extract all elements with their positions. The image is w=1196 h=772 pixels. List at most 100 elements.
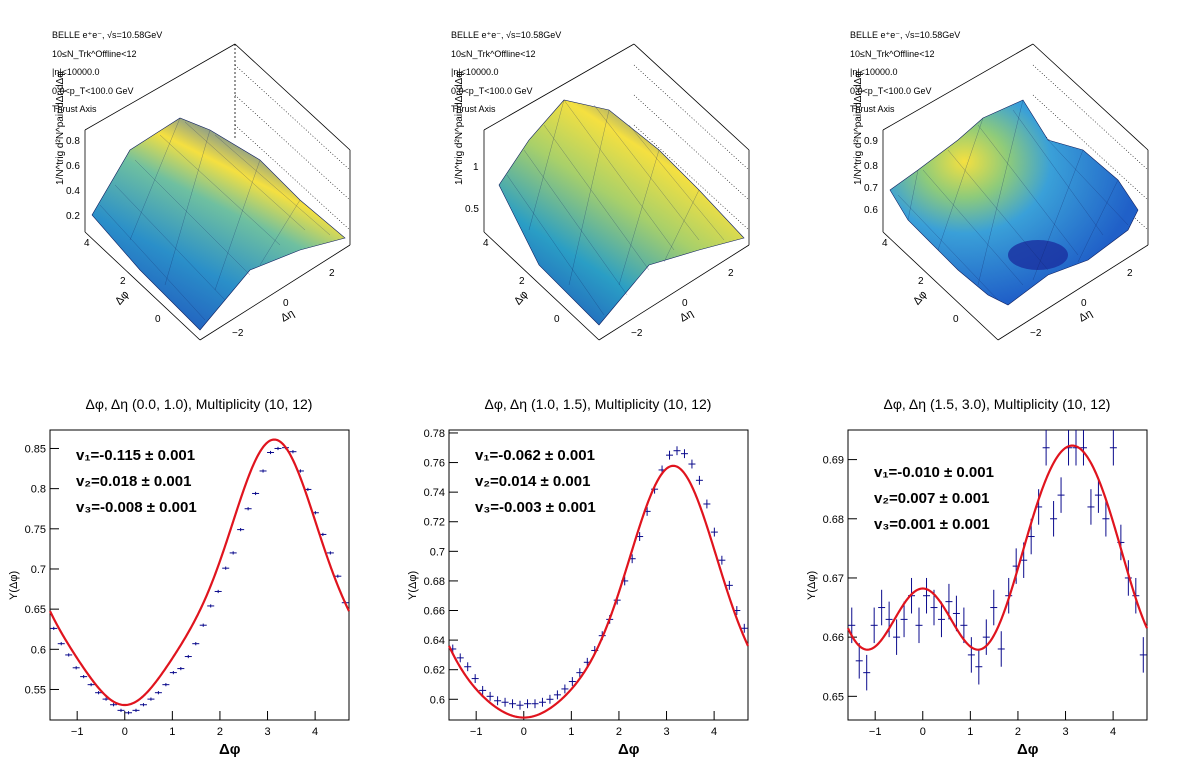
z-tick-label: 0.6: [864, 205, 878, 216]
data-point: [1094, 477, 1102, 513]
z-tick-label: 0.6: [66, 161, 80, 172]
data-point: [509, 699, 517, 709]
info-line: Thrust Axis: [850, 104, 895, 114]
surface-plot-2: [483, 43, 750, 341]
y-tick-label: 0.7: [31, 564, 46, 576]
phi-tick-label: 2: [918, 276, 924, 287]
data-point: [900, 601, 908, 638]
info-line: |η|<10000.0: [451, 67, 499, 77]
data-point: [252, 491, 260, 496]
data-point: [893, 619, 901, 655]
data-point: [516, 700, 524, 710]
eta-tick-label: −2: [631, 328, 643, 339]
eta-tick-label: 2: [1127, 268, 1133, 279]
x-tick-label: 0: [920, 726, 926, 738]
fit-chart-1: 0.55 0.6 0.65 0.7 0.75 0.8 0.85 −1 0 1 2 3 4 Δφ Y(Δφ) v…: [8, 429, 350, 758]
x-tick-label: −1: [470, 726, 483, 738]
fit-annotation: v₂=0.014 ± 0.001: [475, 473, 590, 490]
data-point: [65, 653, 73, 657]
data-point: [538, 697, 546, 707]
data-point: [456, 653, 464, 663]
y-tick-label: 0.74: [424, 487, 445, 499]
y-axis-label: Y(Δφ): [407, 571, 419, 600]
data-point: [326, 551, 334, 555]
data-point: [710, 527, 718, 537]
data-point: [229, 551, 237, 555]
data-point: [154, 691, 162, 695]
surface-plot-3: [882, 43, 1149, 341]
data-point: [870, 607, 878, 644]
x-tick-label: 3: [663, 726, 669, 738]
data-point: [117, 708, 125, 712]
data-point: [863, 654, 871, 691]
data-point: [1109, 430, 1117, 466]
data-point: [952, 595, 960, 632]
data-point: [237, 528, 245, 532]
info-line: 10≤N_Trk^Offline<12: [52, 48, 137, 59]
y-tick-label: 0.6: [430, 694, 445, 706]
x-tick-label: 2: [1015, 726, 1021, 738]
data-point: [740, 623, 748, 633]
phi-tick-label: 4: [882, 238, 888, 249]
data-point: [479, 685, 487, 695]
z-axis-label: 1/N^trig d²N^pair/dΔηdΔφ: [853, 71, 864, 185]
z-tick-label: 0.4: [66, 186, 80, 197]
y-tick-label: 0.69: [823, 455, 844, 467]
data-point: [688, 459, 696, 469]
data-point: [553, 690, 561, 700]
surface-panel-3: BELLE e⁺e⁻, √s=10.58GeV 10≤N_Trk^Offline…: [798, 0, 1196, 380]
y-tick-label: 0.76: [424, 458, 445, 470]
x-tick-label: 2: [217, 726, 223, 738]
fit-annotation: v₃=-0.003 ± 0.001: [475, 499, 596, 516]
y-tick-label: 0.75: [25, 524, 46, 536]
data-point: [1050, 501, 1058, 537]
data-point: [945, 583, 953, 620]
data-point: [494, 696, 502, 706]
data-point: [244, 507, 252, 511]
fit-chart-3: 0.65 0.66 0.67 0.68 0.69 −1 0 1 2 3 4 Δφ Y(Δφ) v₁=-0.…: [806, 429, 1149, 758]
z-tick-label: 0.8: [864, 161, 878, 172]
data-point: [1087, 489, 1095, 525]
z-tick-label: 0.7: [864, 183, 878, 194]
info-box-2: BELLE e⁺e⁻, √s=10.58GeV 10≤N_Trk^Offline…: [451, 26, 561, 119]
x-tick-label: −1: [869, 726, 882, 738]
data-point: [673, 446, 681, 456]
data-point: [192, 642, 200, 646]
y-tick-label: 0.85: [25, 443, 46, 455]
data-point: [222, 566, 230, 570]
data-point: [568, 677, 576, 686]
x-tick-label: 2: [616, 726, 622, 738]
data-point: [923, 577, 931, 614]
surface-panel-1: BELLE e⁺e⁻, √s=10.58GeV 10≤N_Trk^Offline…: [0, 0, 398, 380]
data-point: [1139, 637, 1147, 673]
z-tick-label: 0.5: [465, 204, 479, 215]
x-tick-label: 3: [264, 726, 270, 738]
fit-annotation: v₃=-0.008 ± 0.001: [76, 499, 197, 516]
surface-mesh: [498, 99, 745, 326]
info-line: 10≤N_Trk^Offline<12: [451, 48, 536, 59]
eta-tick-label: −2: [232, 328, 244, 339]
surface-mesh: [91, 117, 346, 331]
data-point: [576, 668, 584, 678]
surface-mesh: [889, 99, 1139, 306]
data-point: [259, 469, 267, 473]
y-axis-label: Y(Δφ): [8, 571, 20, 600]
data-point: [967, 637, 975, 673]
data-point: [80, 675, 88, 679]
data-point: [1057, 477, 1065, 513]
data-point: [990, 589, 998, 626]
data-point: [471, 674, 479, 684]
eta-tick-label: 0: [682, 298, 688, 309]
data-point: [937, 601, 945, 638]
surface-panel-2: BELLE e⁺e⁻, √s=10.58GeV 10≤N_Trk^Offline…: [399, 0, 797, 380]
phi-tick-label: 0: [155, 314, 161, 325]
y-tick-label: 0.55: [25, 684, 46, 696]
data-point: [199, 623, 207, 627]
data-point: [464, 662, 472, 672]
z-axis-label: 1/N^trig d²N^pair/dΔηdΔφ: [55, 71, 66, 185]
data-point: [1042, 430, 1050, 466]
fit-curve: [448, 464, 749, 719]
info-line: |η|<10000.0: [850, 67, 898, 77]
info-line: 0.0<p_T<100.0 GeV: [451, 85, 533, 96]
y-tick-label: 0.6: [31, 644, 46, 656]
